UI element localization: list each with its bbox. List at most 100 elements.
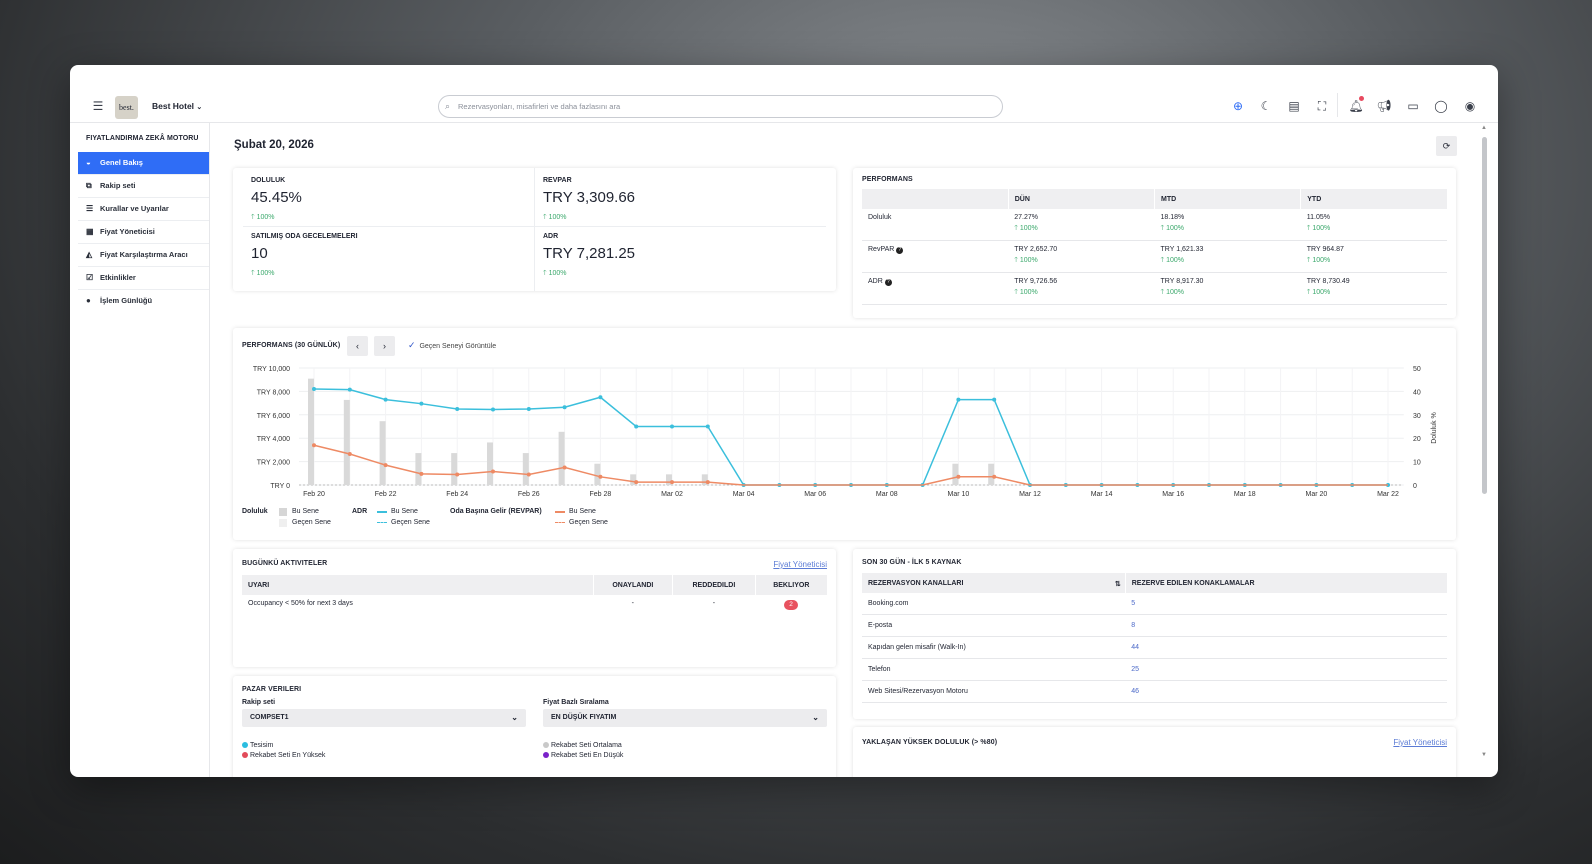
x-tick-label: Feb 24 [446,491,468,498]
adr-point [491,407,495,412]
inbox-icon[interactable]: ▭ [1407,99,1419,113]
kpi-value: TRY 7,281.25 [543,245,636,262]
legend-item[interactable]: Rekabet Seti En Düşük [543,752,623,759]
refresh-button[interactable]: ⟳ [1436,136,1457,156]
scroll-up-icon[interactable]: ▲ [1481,125,1487,131]
compset-select[interactable]: COMPSET1 ⌄ [242,709,526,727]
search-placeholder: Rezervasyonları, misafirleri ve daha faz… [458,102,621,111]
moon-icon[interactable]: ☾ [1260,99,1272,113]
occupancy-bar [487,442,493,485]
legend-group-title: ADR [352,508,368,515]
legend-item[interactable]: Geçen Sene [569,519,608,526]
occupancy-bar [343,399,350,485]
x-tick-label: Feb 22 [375,491,397,498]
show-last-year-toggle[interactable]: ✓ Geçen Seneyi Görüntüle [408,340,496,351]
kpi-label: DOLULUK [251,177,286,184]
legend-item[interactable]: Tesisim [242,742,273,749]
adr-point [347,387,352,392]
hamburger-menu-icon[interactable]: ☰ [92,99,104,113]
legend-item[interactable]: Bu Sene [391,508,418,515]
metric-value: TRY 8,917.30 🡑 100% [1154,272,1301,305]
performance-table: DÜN MTD YTD Doluluk 27.27% 🡑 100% 18.18% 🡑 100… [862,189,1447,305]
performance-card: PERFORMANS DÜN MTD YTD Doluluk 27.27% 🡑 100%… [853,168,1456,318]
user-account-icon[interactable]: ◉ [1464,99,1476,113]
hotel-selector[interactable]: Best Hotel ⌄ [152,101,202,111]
scrollbar-thumb[interactable] [1482,137,1487,494]
y-tick-label: TRY 8,000 [257,389,290,396]
adr-point [598,395,603,400]
table-row[interactable]: Occupancy < 50% for next 3 days - -2 [242,595,827,615]
legend-swatch [279,508,287,516]
next-period-button[interactable]: › [374,336,395,356]
x-tick-label: Mar 06 [804,491,826,498]
kpi-adr: ADR TRY 7,281.25 🡑 100% [543,233,635,280]
bed-icon[interactable]: ⛶ [1317,99,1327,113]
revpar-point [526,472,531,477]
sidebar-item-genel-bakis[interactable]: ◒ Genel Bakış [78,152,209,175]
occupancy-bar [522,453,529,485]
performance-chart: TRY 0 0 TRY 2,000 10 TRY 4,000 20 TRY 6,000 30 T… [253,366,1438,498]
y-right-tick-label: 30 [1413,413,1421,420]
table-row[interactable]: Telefon 25 [862,658,1447,681]
scroll-down-icon[interactable]: ▼ [1481,752,1487,758]
legend-item[interactable]: Geçen Sene [391,519,430,526]
channel-count: 25 [1125,658,1447,681]
sidebar-item-label: Fiyat Yöneticisi [100,227,155,236]
table-row[interactable]: Web Sitesi/Rezervasyon Motoru 46 [862,680,1447,703]
upcoming-high-occupancy-card: YAKLAŞAN YÜKSEK DOLULUK (> %80) Fiyat Yö… [853,727,1456,777]
table-row[interactable]: Kapıdan gelen misafir (Walk-In) 44 [862,636,1447,659]
legend-item[interactable]: Geçen Sene [292,519,331,526]
legend-item[interactable]: Rekabet Seti En Yüksek [242,752,325,759]
sidebar-item-fiyat-yoneticisi[interactable]: ▦ Fiyat Yöneticisi [78,221,209,244]
occupancy-bar [558,431,565,485]
kpi-value: TRY 3,309.66 [543,189,636,206]
legend-swatch [377,511,387,513]
scrollbar[interactable]: ▲ ▼ [1481,125,1489,777]
kpi-delta: 🡑 100% [543,214,567,221]
adr-point [312,387,316,392]
sidebar-item-fiyat-karsilastirma[interactable]: ◭ Fiyat Karşılaştırma Aracı [78,244,209,267]
occupancy-bar [451,453,458,485]
bell-icon[interactable]: 🔔︎ [1348,96,1364,114]
kpi-delta: 🡑 100% [251,214,275,221]
fiyat-yoneticisi-link[interactable]: Fiyat Yöneticisi [773,560,827,569]
adr-point [634,424,639,429]
metric-value: TRY 9,726.56 🡑 100% [1008,272,1155,305]
legend-item[interactable]: Rekabet Seti Ortalama [543,742,622,749]
help-icon[interactable]: ? [884,279,892,286]
divider [1337,93,1338,117]
legend-item[interactable]: Bu Sene [569,508,596,515]
divider [534,168,535,291]
sources-table: REZERVASYON KANALLARI ⇅ REZERVE EDILEN KON… [862,573,1447,703]
ranking-select[interactable]: EN DÜŞÜK FIYATIM ⌄ [543,709,827,727]
search-icon: ⌕ [445,101,451,111]
megaphone-icon[interactable]: 📢︎ [1376,99,1392,113]
list-icon: ☰ [86,204,94,213]
chevron-right-icon: › [383,341,386,351]
chat-icon[interactable]: ◯ [1434,99,1448,113]
adr-point [526,406,531,411]
sidebar-item-rakip-seti[interactable]: ⧉ Rakip seti [78,175,209,198]
sidebar-item-kurallar[interactable]: ☰ Kurallar ve Uyarılar [78,198,209,221]
channel-name: Web Sitesi/Rezervasyon Motoru [862,680,1126,703]
search-input[interactable]: ⌕ Rezervasyonları, misafirleri ve daha fa… [438,95,1003,118]
revpar-point [956,474,961,479]
revpar-point [347,451,352,456]
sort-icon[interactable]: ⇅ [1114,580,1121,588]
y-axis-label: Doluluk % [1431,412,1438,444]
sidebar-item-etkinlikler[interactable]: ☑ Etkinlikler [78,267,209,290]
help-icon[interactable]: ? [896,247,904,254]
area-chart-icon: ◭ [86,250,93,259]
occupancy-bar [952,463,959,485]
fiyat-yoneticisi-link[interactable]: Fiyat Yöneticisi [1393,738,1447,747]
table-row[interactable]: Booking.com 5 [862,593,1447,615]
add-icon[interactable]: ⊕ [1232,99,1244,113]
sidebar-item-islem-gunlugu[interactable]: ● İşlem Günlüğü [78,290,209,313]
prev-period-button[interactable]: ‹ [347,336,368,356]
pending-badge[interactable]: 2 [784,600,798,610]
legend-item[interactable]: Bu Sene [292,508,319,515]
x-tick-label: Mar 16 [1162,491,1184,498]
table-row[interactable]: E-posta 8 [862,614,1447,637]
occupancy-bar [379,421,386,485]
calendar-icon[interactable]: ▤ [1288,99,1300,113]
